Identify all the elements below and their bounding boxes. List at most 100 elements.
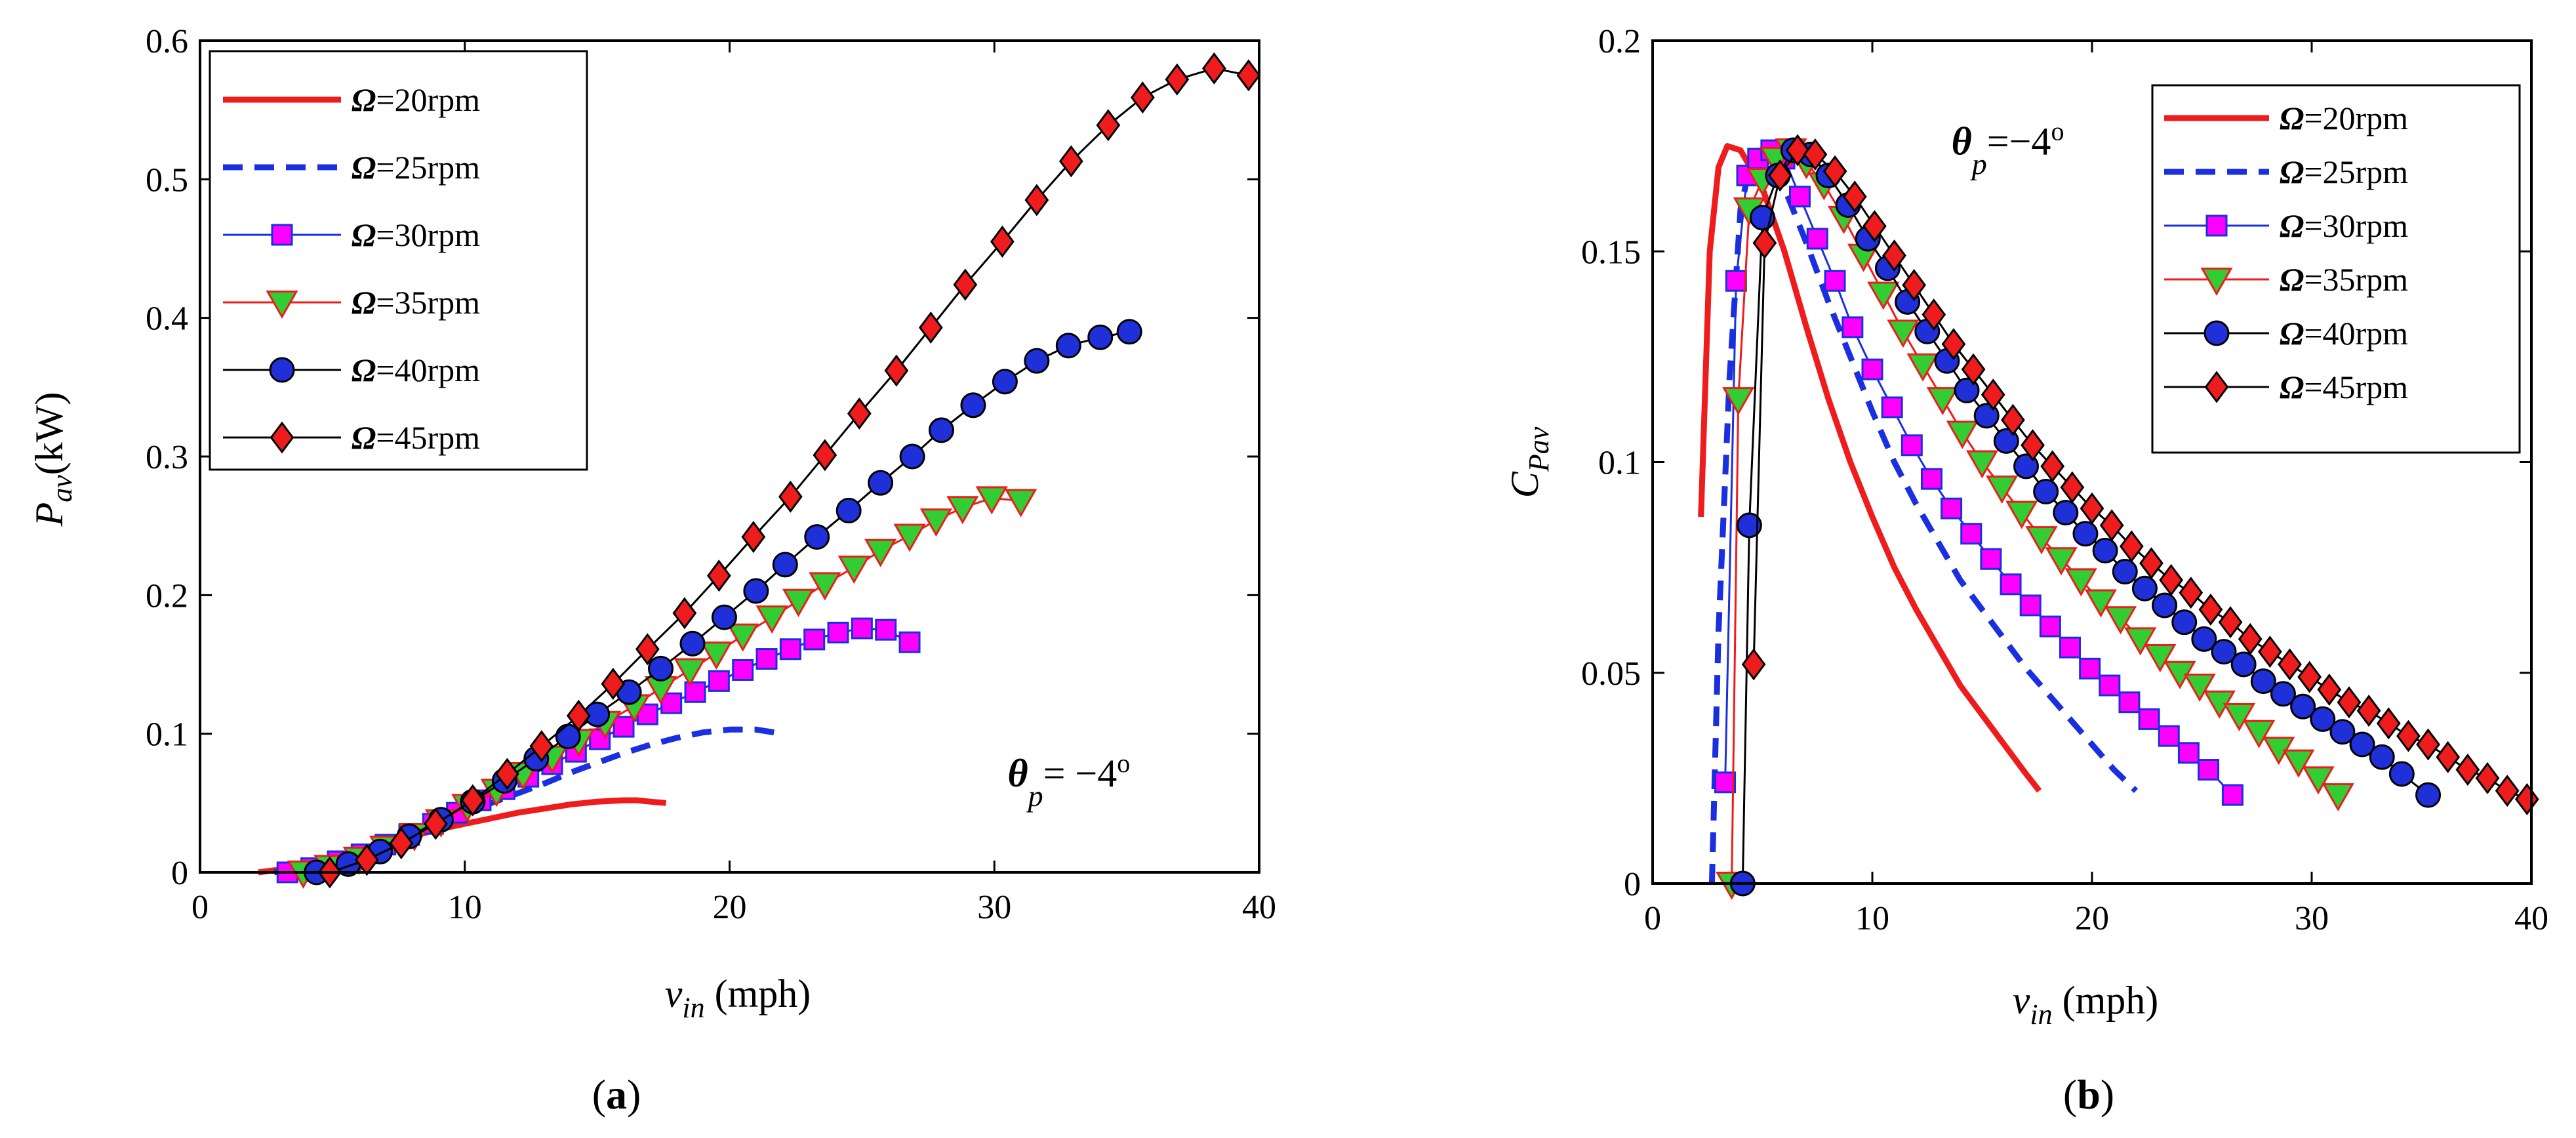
data-point [672, 597, 697, 630]
data-point [2257, 636, 2282, 668]
data-point [1736, 512, 1762, 539]
data-point [1901, 434, 1923, 457]
data-point [960, 392, 986, 418]
data-point [898, 631, 921, 653]
data-point [601, 668, 626, 701]
data-point [1922, 298, 1946, 331]
data-point [2099, 509, 2124, 542]
x-tick-label: 40 [2514, 900, 2548, 937]
data-point [782, 588, 815, 617]
data-point [2455, 754, 2480, 786]
data-point [2282, 749, 2315, 778]
data-point [2221, 784, 2244, 806]
data-point [2064, 568, 2097, 597]
data-point [804, 524, 830, 550]
data-point [2045, 547, 2078, 576]
data-point [2183, 674, 2216, 702]
data-point [2322, 783, 2354, 812]
data-point [2099, 674, 2121, 697]
y-tick-label: 0.5 [146, 161, 188, 199]
data-point [1005, 489, 1037, 518]
y-tick-label: 0.4 [146, 300, 188, 338]
x-axis-label-a: vin (mph) [665, 972, 811, 1024]
data-point [460, 784, 485, 817]
data-point [613, 716, 635, 738]
data-point [1980, 548, 2002, 570]
data-point [711, 604, 737, 630]
data-point [2416, 728, 2440, 761]
data-point [851, 617, 873, 640]
data-point [741, 521, 766, 554]
data-point [779, 638, 801, 660]
legend-marker [270, 421, 294, 454]
data-point [1867, 281, 1900, 310]
data-point [2159, 563, 2183, 596]
legend-entry: Ω=45rpm [2164, 369, 2408, 405]
data-point [1960, 523, 1982, 545]
tick-labels-a: 0 10 20 30 40 0 0.1 0.2 0.3 0.4 0.5 0.6 [146, 23, 1276, 926]
legend-label: Ω=25rpm [2280, 153, 2408, 190]
data-point [1862, 210, 1887, 243]
legend-label: Ω=25rpm [352, 149, 480, 186]
data-point [1087, 324, 1114, 350]
data-point [1165, 63, 1190, 96]
pitch-angle-annotation-b: θp=−4o [1952, 116, 2064, 180]
legend-marker [266, 291, 298, 319]
series-45rpm [317, 52, 1261, 889]
data-point [1881, 396, 1903, 418]
data-point [684, 681, 706, 703]
data-point [918, 311, 943, 344]
data-point [2415, 782, 2442, 808]
data-point [1785, 134, 1810, 167]
x-tick-label: 40 [1242, 889, 1276, 926]
data-point [2369, 744, 2395, 770]
data-point [2171, 609, 2198, 636]
data-point [755, 605, 788, 634]
data-point [2131, 575, 2158, 601]
legend-entry: Ω=25rpm [223, 149, 480, 186]
data-point [2013, 453, 2039, 479]
data-point [990, 225, 1015, 258]
data-point [2177, 742, 2200, 764]
legend-entry: Ω=35rpm [223, 284, 480, 321]
legend-marker [271, 224, 293, 246]
data-point [2243, 720, 2276, 748]
legend-entry: Ω=30rpm [2164, 207, 2408, 244]
legend-box-a [209, 50, 588, 471]
data-point [884, 354, 909, 387]
data-point [1981, 378, 2005, 411]
data-point [1725, 270, 1747, 292]
y-tick-label: 0.1 [146, 716, 188, 754]
plot-frame-b [1651, 39, 2533, 885]
data-point [2112, 559, 2138, 585]
data-point [1973, 403, 2000, 429]
y-tick-label: 0.2 [146, 577, 188, 615]
data-point [2092, 537, 2118, 563]
data-point [389, 827, 414, 860]
data-point [743, 578, 769, 604]
data-point [679, 630, 706, 657]
series-20rpm [1698, 143, 2042, 793]
y-tick-label: 0.1 [1598, 445, 1641, 482]
data-point [700, 641, 733, 670]
data-point [2356, 695, 2381, 727]
data-point [2084, 589, 2117, 618]
data-point [1824, 270, 1846, 292]
legend-marker [2200, 268, 2233, 296]
legend-b: Ω=20rpm Ω=25rpm Ω=30rpm Ω=35rpm Ω=40rpm Ω=45r… [2151, 84, 2521, 454]
tick-labels-b: 0 10 20 30 40 0 0.05 0.1 0.15 0.2 [1581, 23, 2548, 937]
data-point [929, 417, 954, 443]
data-point [868, 470, 894, 496]
data-point [635, 633, 660, 666]
x-tick-label: 30 [2295, 900, 2329, 937]
x-tick-label: 20 [713, 889, 747, 926]
series-b [1698, 134, 2539, 901]
data-point [1993, 428, 2019, 454]
legend-label: Ω=20rpm [2280, 100, 2408, 136]
data-point [1926, 387, 1959, 416]
data-point [2310, 706, 2336, 732]
data-point [1954, 377, 1980, 403]
y-axis-label-a: Pav(kW) [28, 392, 78, 527]
